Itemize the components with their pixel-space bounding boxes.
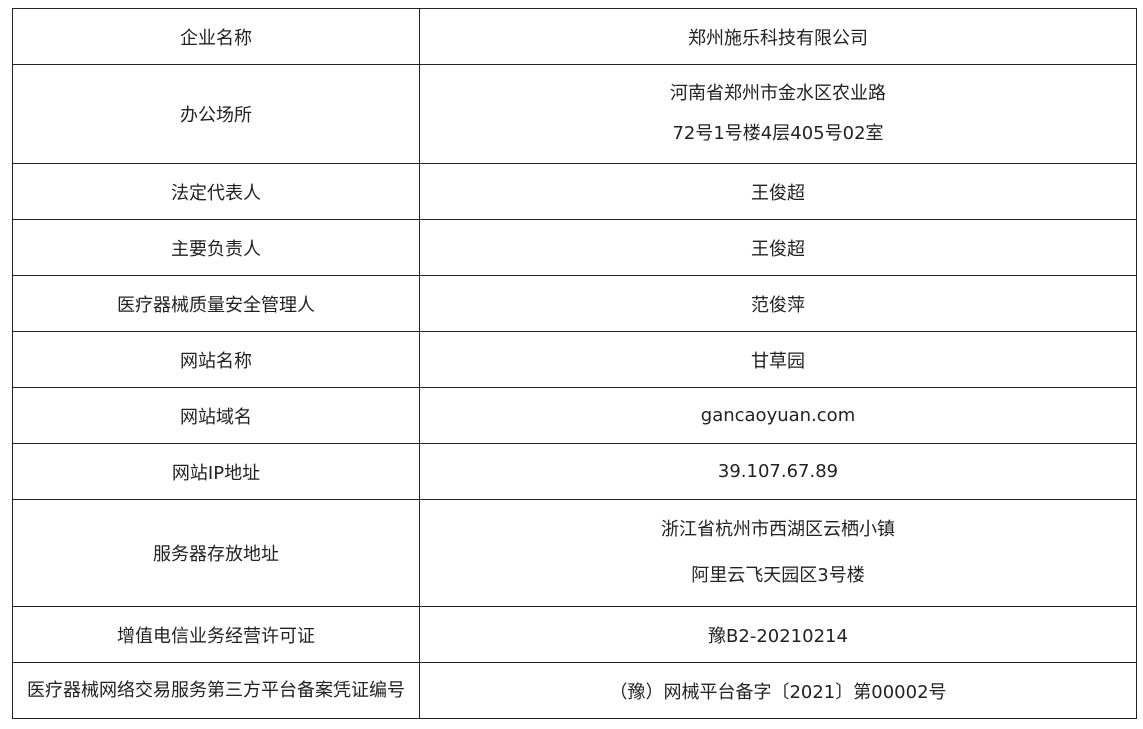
label-cell: 网站IP地址 [12,443,420,500]
label-cell: 增值电信业务经营许可证 [12,606,420,663]
value-cell: gancaoyuan.com [419,387,1137,444]
table-row: 法定代表人 王俊超 [12,163,1137,220]
value-cell: 王俊超 [419,163,1137,220]
value-line: 浙江省杭州市西湖区云栖小镇 [661,519,895,540]
table-row: 办公场所 河南省郑州市金水区农业路 72号1号楼4层405号02室 [12,64,1137,164]
value-cell: 甘草园 [419,331,1137,388]
value-line: 72号1号楼4层405号02室 [672,123,884,144]
label-cell: 主要负责人 [12,219,420,276]
table-row: 增值电信业务经营许可证 豫B2-20210214 [12,606,1137,663]
label-cell: 医疗器械质量安全管理人 [12,275,420,332]
value-cell: 郑州施乐科技有限公司 [419,8,1137,65]
table-row: 企业名称 郑州施乐科技有限公司 [12,8,1137,65]
table-row: 网站IP地址 39.107.67.89 [12,443,1137,500]
table-row: 网站域名 gancaoyuan.com [12,387,1137,444]
value-cell: （豫）网械平台备字〔2021〕第00002号 [419,662,1137,719]
value-cell: 浙江省杭州市西湖区云栖小镇 阿里云飞天园区3号楼 [419,499,1137,607]
label-cell: 网站域名 [12,387,420,444]
value-cell: 范俊萍 [419,275,1137,332]
value-cell: 39.107.67.89 [419,443,1137,500]
label-cell: 办公场所 [12,64,420,164]
label-cell: 网站名称 [12,331,420,388]
table-row: 主要负责人 王俊超 [12,219,1137,276]
value-line: 河南省郑州市金水区农业路 [670,83,886,104]
label-cell: 医疗器械网络交易服务第三方平台备案凭证编号 [12,662,420,719]
company-info-table: 企业名称 郑州施乐科技有限公司 办公场所 河南省郑州市金水区农业路 72号1号楼… [12,8,1137,719]
table-row: 医疗器械网络交易服务第三方平台备案凭证编号 （豫）网械平台备字〔2021〕第00… [12,662,1137,719]
label-cell: 企业名称 [12,8,420,65]
table-row: 网站名称 甘草园 [12,331,1137,388]
label-cell: 服务器存放地址 [12,499,420,607]
table-row: 医疗器械质量安全管理人 范俊萍 [12,275,1137,332]
value-cell: 豫B2-20210214 [419,606,1137,663]
label-cell: 法定代表人 [12,163,420,220]
table-row: 服务器存放地址 浙江省杭州市西湖区云栖小镇 阿里云飞天园区3号楼 [12,499,1137,607]
value-cell: 王俊超 [419,219,1137,276]
value-cell: 河南省郑州市金水区农业路 72号1号楼4层405号02室 [419,64,1137,164]
value-line: 阿里云飞天园区3号楼 [691,565,865,586]
